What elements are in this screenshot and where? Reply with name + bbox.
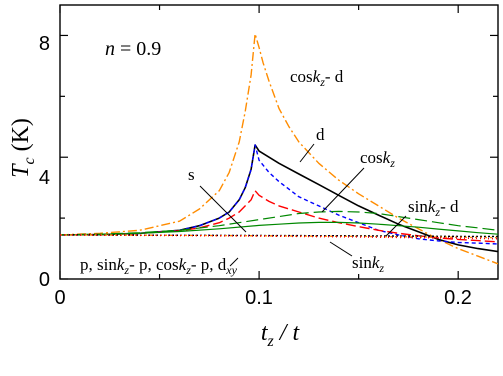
y-tick-label-0: 0 [39,269,50,291]
annotation-sin: sinkz [352,253,384,275]
series-sin [60,221,498,236]
leader-s [199,185,247,233]
y-tick-label-1: 4 [39,167,50,189]
series-sin-d [60,210,498,236]
x-tick-label-1: 0.1 [245,287,273,309]
y-axis-title: Tc (K) [8,118,38,178]
x-axis-title: tz / t [261,320,301,350]
series-layer [60,33,498,265]
x-tick-label-2: 0.2 [444,287,472,309]
series-p4 [60,234,498,240]
leader-cos [321,167,365,213]
series-s [60,189,498,243]
annotation-n: n = 0.9 [105,38,161,60]
annotation-d: d [316,125,325,144]
x-tick-label-0: 0 [54,287,65,309]
tick-layer [59,5,498,280]
annotation-p-group: p, sinkz- p, coskz- p, dxy [80,255,238,277]
leader-d [299,143,315,163]
plot-frame [59,4,499,280]
leader-sin [329,241,353,257]
series-cos [60,144,498,245]
series-cos-d [60,33,498,265]
leader-p [229,257,239,267]
annotation-s: s [188,165,195,184]
y-tick-label-2: 8 [39,33,50,55]
annotation-cos: coskz [360,148,395,170]
annotation-sin-d: sinkz- d [408,197,459,219]
leader-lines [199,143,407,267]
leader-sin-d [385,215,407,237]
annotation-cos-d: coskz- d [290,67,344,89]
